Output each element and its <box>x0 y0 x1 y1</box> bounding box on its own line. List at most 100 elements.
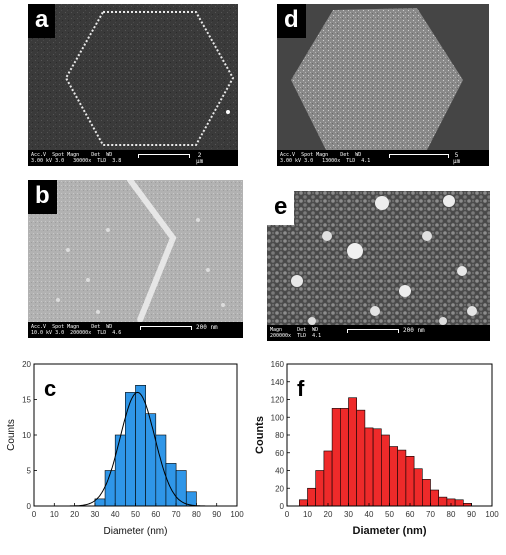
sem-info-bar-e: Magn Det WD 200000x TLD 4.1 200 nm <box>267 325 490 341</box>
scale-bar-label-a: 2 µm <box>196 152 204 165</box>
panel-label-a: a <box>28 4 56 38</box>
histogram-bar-c-5 <box>145 413 157 507</box>
scale-bar-label-d: 5 µm <box>453 152 461 165</box>
acq-values-d: 3.00 kV 3.0 13000x TLD 4.1 <box>280 158 371 164</box>
y-tick-label-c-4: 20 <box>22 360 31 369</box>
x-tick-label-c-10: 100 <box>230 510 244 519</box>
histogram-bar-f-9 <box>372 428 382 507</box>
x-tick-label-c-5: 50 <box>131 510 140 519</box>
y-tick-label-f-2: 40 <box>275 467 284 476</box>
histogram-bar-c-7 <box>165 463 177 507</box>
histogram-chart-f: 0 10 20 30 40 50 60 70 80 90 100 0 20 40 60 80 100 120 140… <box>254 360 499 537</box>
scale-bar-a: 2 µm <box>138 151 203 165</box>
histogram-bar-c-2 <box>114 434 126 507</box>
scale-bar-label-b: 200 nm <box>196 324 218 331</box>
histogram-bar-f-2 <box>315 470 325 507</box>
acq-values-e: 200000x TLD 4.1 <box>270 333 322 339</box>
histogram-panel-f: 0 10 20 30 40 50 60 70 80 90 100 0 20 40 60 80 100 120 140… <box>254 356 506 550</box>
histogram-panel-c: 0 10 20 30 40 50 60 70 80 90 100 0 5 10 15 20 Diameter (… <box>0 356 252 550</box>
sem-info-bar-a: Acc.V Spot Magn Det WD 3.00 kV 3.0 30000… <box>28 150 238 166</box>
x-tick-label-c-1: 10 <box>50 510 59 519</box>
histogram-bar-c-1 <box>104 470 116 507</box>
histogram-bar-f-12 <box>397 449 407 507</box>
histogram-bar-f-19 <box>454 499 464 507</box>
sem-panel-b: b Acc.V Spot Magn Det WD 10.0 kV 3.0 200… <box>28 180 243 338</box>
histogram-chart-c: 0 10 20 30 40 50 60 70 80 90 100 0 5 10 15 20 Diameter (… <box>6 360 244 537</box>
histogram-bar-f-0 <box>298 499 308 507</box>
y-tick-label-c-0: 0 <box>27 502 32 511</box>
histogram-bar-f-17 <box>438 496 448 507</box>
acquisition-params-b: Acc.V Spot Magn Det WD 10.0 kV 3.0 20000… <box>31 324 121 336</box>
y-tick-label-f-7: 140 <box>271 378 285 387</box>
x-axis-label-c: Diameter (nm) <box>104 526 168 537</box>
sem-panel-d: d Acc.V Spot Magn Det WD 3.00 kV 3.0 130… <box>277 4 489 166</box>
histogram-bar-f-3 <box>323 450 333 507</box>
sem-image-b <box>28 180 243 338</box>
x-tick-label-c-8: 80 <box>192 510 201 519</box>
histogram-bar-f-4 <box>331 408 341 507</box>
x-tick-label-f-9: 90 <box>467 510 476 519</box>
y-tick-label-c-2: 10 <box>22 431 31 440</box>
x-tick-label-f-1: 10 <box>303 510 312 519</box>
scale-bar-e: 200 nm <box>347 326 425 334</box>
histogram-bar-c-8 <box>175 470 187 507</box>
histogram-bar-f-16 <box>430 489 439 507</box>
x-tick-label-c-9: 90 <box>212 510 221 519</box>
histogram-bar-f-14 <box>413 468 423 507</box>
x-tick-label-f-6: 60 <box>406 510 415 519</box>
acquisition-params-d: Acc.V Spot Magn Det WD 3.00 kV 3.0 13000… <box>280 152 370 164</box>
sem-panel-a: a Acc.V Spot Magn Det WD 3.00 kV 3.0 300… <box>28 4 238 166</box>
histogram-bar-f-13 <box>405 456 415 507</box>
y-tick-label-f-0: 0 <box>280 502 285 511</box>
x-tick-label-f-10: 100 <box>485 510 499 519</box>
x-tick-label-f-8: 80 <box>447 510 456 519</box>
scale-bar-b: 200 nm <box>140 323 218 331</box>
x-tick-label-f-7: 70 <box>426 510 435 519</box>
y-tick-label-c-1: 5 <box>27 467 32 476</box>
histogram-bar-f-6 <box>348 397 357 507</box>
y-axis-label-f: Counts <box>254 416 266 454</box>
acq-values-b: 10.0 kV 3.0 200000x TLD 4.6 <box>31 330 122 336</box>
x-tick-label-f-2: 20 <box>324 510 333 519</box>
histogram-bar-f-5 <box>340 408 349 507</box>
histogram-bar-f-1 <box>307 487 316 507</box>
y-tick-label-f-6: 120 <box>271 396 285 405</box>
sem-info-bar-b: Acc.V Spot Magn Det WD 10.0 kV 3.0 20000… <box>28 322 243 338</box>
x-tick-label-c-7: 70 <box>172 510 181 519</box>
x-tick-label-f-4: 40 <box>365 510 374 519</box>
y-tick-label-f-1: 20 <box>275 484 284 493</box>
histogram-bar-f-11 <box>389 446 398 507</box>
sem-image-a <box>28 4 238 166</box>
panel-label-e: e <box>267 191 295 225</box>
y-tick-label-f-4: 80 <box>275 431 284 440</box>
sem-info-bar-d: Acc.V Spot Magn Det WD 3.00 kV 3.0 13000… <box>277 150 489 166</box>
panel-label-c: c <box>44 376 56 401</box>
x-tick-label-f-0: 0 <box>285 510 290 519</box>
panel-label-d: d <box>277 4 306 38</box>
y-axis-label-c: Counts <box>6 419 17 451</box>
acq-header-b: Acc.V Spot Magn Det WD <box>31 324 113 330</box>
panel-label-f: f <box>297 376 305 401</box>
y-tick-label-c-3: 15 <box>22 396 31 405</box>
histogram-bar-f-7 <box>356 409 366 507</box>
scale-bar-d: 5 µm <box>389 151 460 165</box>
histogram-bar-c-3 <box>125 392 136 507</box>
x-tick-label-f-5: 50 <box>385 510 394 519</box>
acq-header-e: Magn Det WD <box>270 327 319 333</box>
x-tick-label-c-2: 20 <box>70 510 79 519</box>
scale-bar-label-e: 200 nm <box>403 327 425 334</box>
x-tick-label-c-6: 60 <box>151 510 160 519</box>
y-tick-label-f-3: 60 <box>275 449 284 458</box>
x-axis-label-f: Diameter (nm) <box>353 525 427 537</box>
y-tick-label-f-8: 160 <box>271 360 285 369</box>
sem-panel-e: e Magn Det WD 200000x TLD 4.1 200 nm <box>267 191 490 341</box>
acq-values-a: 3.00 kV 3.0 30000x TLD 3.8 <box>31 158 122 164</box>
histogram-bar-f-8 <box>364 427 374 507</box>
acquisition-params-a: Acc.V Spot Magn Det WD 3.00 kV 3.0 30000… <box>31 152 121 164</box>
histogram-bar-f-10 <box>381 434 390 507</box>
x-tick-label-c-3: 30 <box>90 510 99 519</box>
histogram-bar-f-15 <box>422 479 431 507</box>
sem-image-e <box>267 191 490 341</box>
acq-header-d: Acc.V Spot Magn Det WD <box>280 152 362 158</box>
x-tick-label-c-4: 40 <box>111 510 120 519</box>
